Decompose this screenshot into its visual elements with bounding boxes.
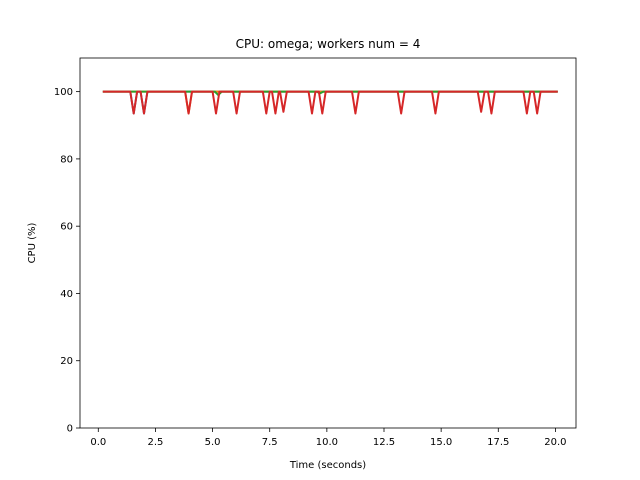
x-tick-label: 20.0 — [544, 437, 566, 448]
x-tick-label: 0.0 — [90, 437, 106, 448]
chart-title: CPU: omega; workers num = 4 — [236, 37, 421, 51]
y-tick-label: 20 — [60, 356, 73, 367]
y-axis-label: CPU (%) — [27, 223, 38, 264]
x-tick-label: 12.5 — [373, 437, 395, 448]
x-tick-label: 2.5 — [147, 437, 163, 448]
x-tick-label: 15.0 — [430, 437, 452, 448]
y-tick-label: 40 — [60, 289, 73, 300]
x-axis-label: Time (seconds) — [289, 460, 366, 471]
series-line-3 — [102, 90, 558, 115]
y-tick-label: 60 — [60, 222, 73, 233]
x-tick-label: 7.5 — [262, 437, 278, 448]
series-lines — [102, 90, 558, 115]
y-tick-label: 0 — [67, 424, 73, 435]
x-axis-ticks: 0.0 2.5 5.0 7.5 10.0 12.5 15.0 17.5 20.0 — [90, 428, 567, 448]
x-tick-label: 10.0 — [316, 437, 338, 448]
x-tick-label: 17.5 — [487, 437, 509, 448]
plot-frame — [79, 57, 577, 429]
y-tick-label: 80 — [60, 154, 73, 165]
y-tick-label: 100 — [54, 87, 73, 98]
x-tick-label: 5.0 — [205, 437, 221, 448]
y-axis-ticks: 0 20 40 60 80 100 — [54, 87, 80, 435]
